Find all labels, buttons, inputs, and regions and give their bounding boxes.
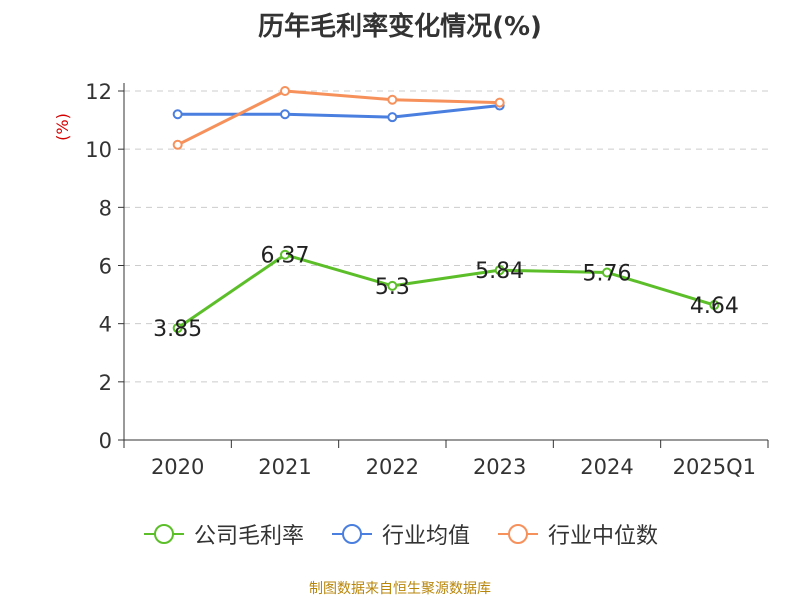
x-tick-label: 2021 <box>258 455 311 479</box>
y-tick-label: 12 <box>85 80 112 104</box>
legend: 公司毛利率 行业均值 行业中位数 <box>0 518 800 550</box>
data-label: 5.84 <box>475 259 524 284</box>
data-labels: 3.85 6.37 5.3 5.84 5.76 4.64 <box>153 244 739 342</box>
series-point-1 <box>280 109 290 120</box>
source-note: 制图数据来自恒生聚源数据库 <box>309 581 491 597</box>
y-tick-label: 6 <box>99 255 112 279</box>
series-point-2 <box>494 97 505 108</box>
legend-item-2[interactable]: 行业中位数 <box>496 518 658 550</box>
y-tick-label: 4 <box>99 313 112 337</box>
grid-lines <box>124 90 768 383</box>
series-point-2 <box>387 94 398 105</box>
series-line-2 <box>176 89 500 147</box>
x-tick-label: 2022 <box>366 455 419 479</box>
data-label: 5.76 <box>583 261 632 286</box>
series-point-0 <box>172 323 183 334</box>
y-tick-label: 10 <box>85 138 112 162</box>
series-point-1 <box>172 109 183 120</box>
data-label: 5.3 <box>375 275 410 300</box>
legend-marker-icon <box>143 524 184 544</box>
y-axis-label: (%) <box>53 113 72 141</box>
series-point-2 <box>280 86 290 96</box>
series-point-0 <box>494 265 505 276</box>
x-tick-label: 2023 <box>473 455 526 479</box>
data-label: 3.85 <box>153 317 202 342</box>
data-label: 6.37 <box>261 244 310 269</box>
series-line-1 <box>177 104 500 119</box>
series-point-0 <box>709 300 720 311</box>
x-tick-label: 2020 <box>151 455 204 479</box>
x-tick-label: 2024 <box>580 455 633 479</box>
series-point-0 <box>387 280 398 291</box>
data-label: 4.64 <box>690 294 739 319</box>
legend-label: 行业均值 <box>381 524 470 549</box>
y-tick-label: 8 <box>99 196 112 220</box>
series-point-1 <box>387 112 398 123</box>
legend-item-1[interactable]: 行业均值 <box>330 518 470 550</box>
x-tick-label: 2025Q1 <box>673 455 756 479</box>
series-point-0 <box>602 267 612 278</box>
legend-label: 行业中位数 <box>548 524 659 549</box>
y-tick-label: 2 <box>99 371 112 395</box>
y-tick-label: 0 <box>99 429 112 453</box>
legend-label: 公司毛利率 <box>193 524 304 549</box>
series <box>172 86 720 334</box>
legend-marker-icon <box>331 524 372 544</box>
legend-marker-icon <box>498 524 538 544</box>
legend-item-0[interactable]: 公司毛利率 <box>142 518 304 550</box>
series-point-0 <box>280 249 290 260</box>
chart-title: 历年毛利率变化情况(%) <box>258 12 542 42</box>
series-point-2 <box>172 139 183 150</box>
series-line-0 <box>176 253 715 330</box>
axes: 0 2 4 6 8 10 12 2020 2021 2022 2023 2024 2025Q1 <box>85 80 769 479</box>
